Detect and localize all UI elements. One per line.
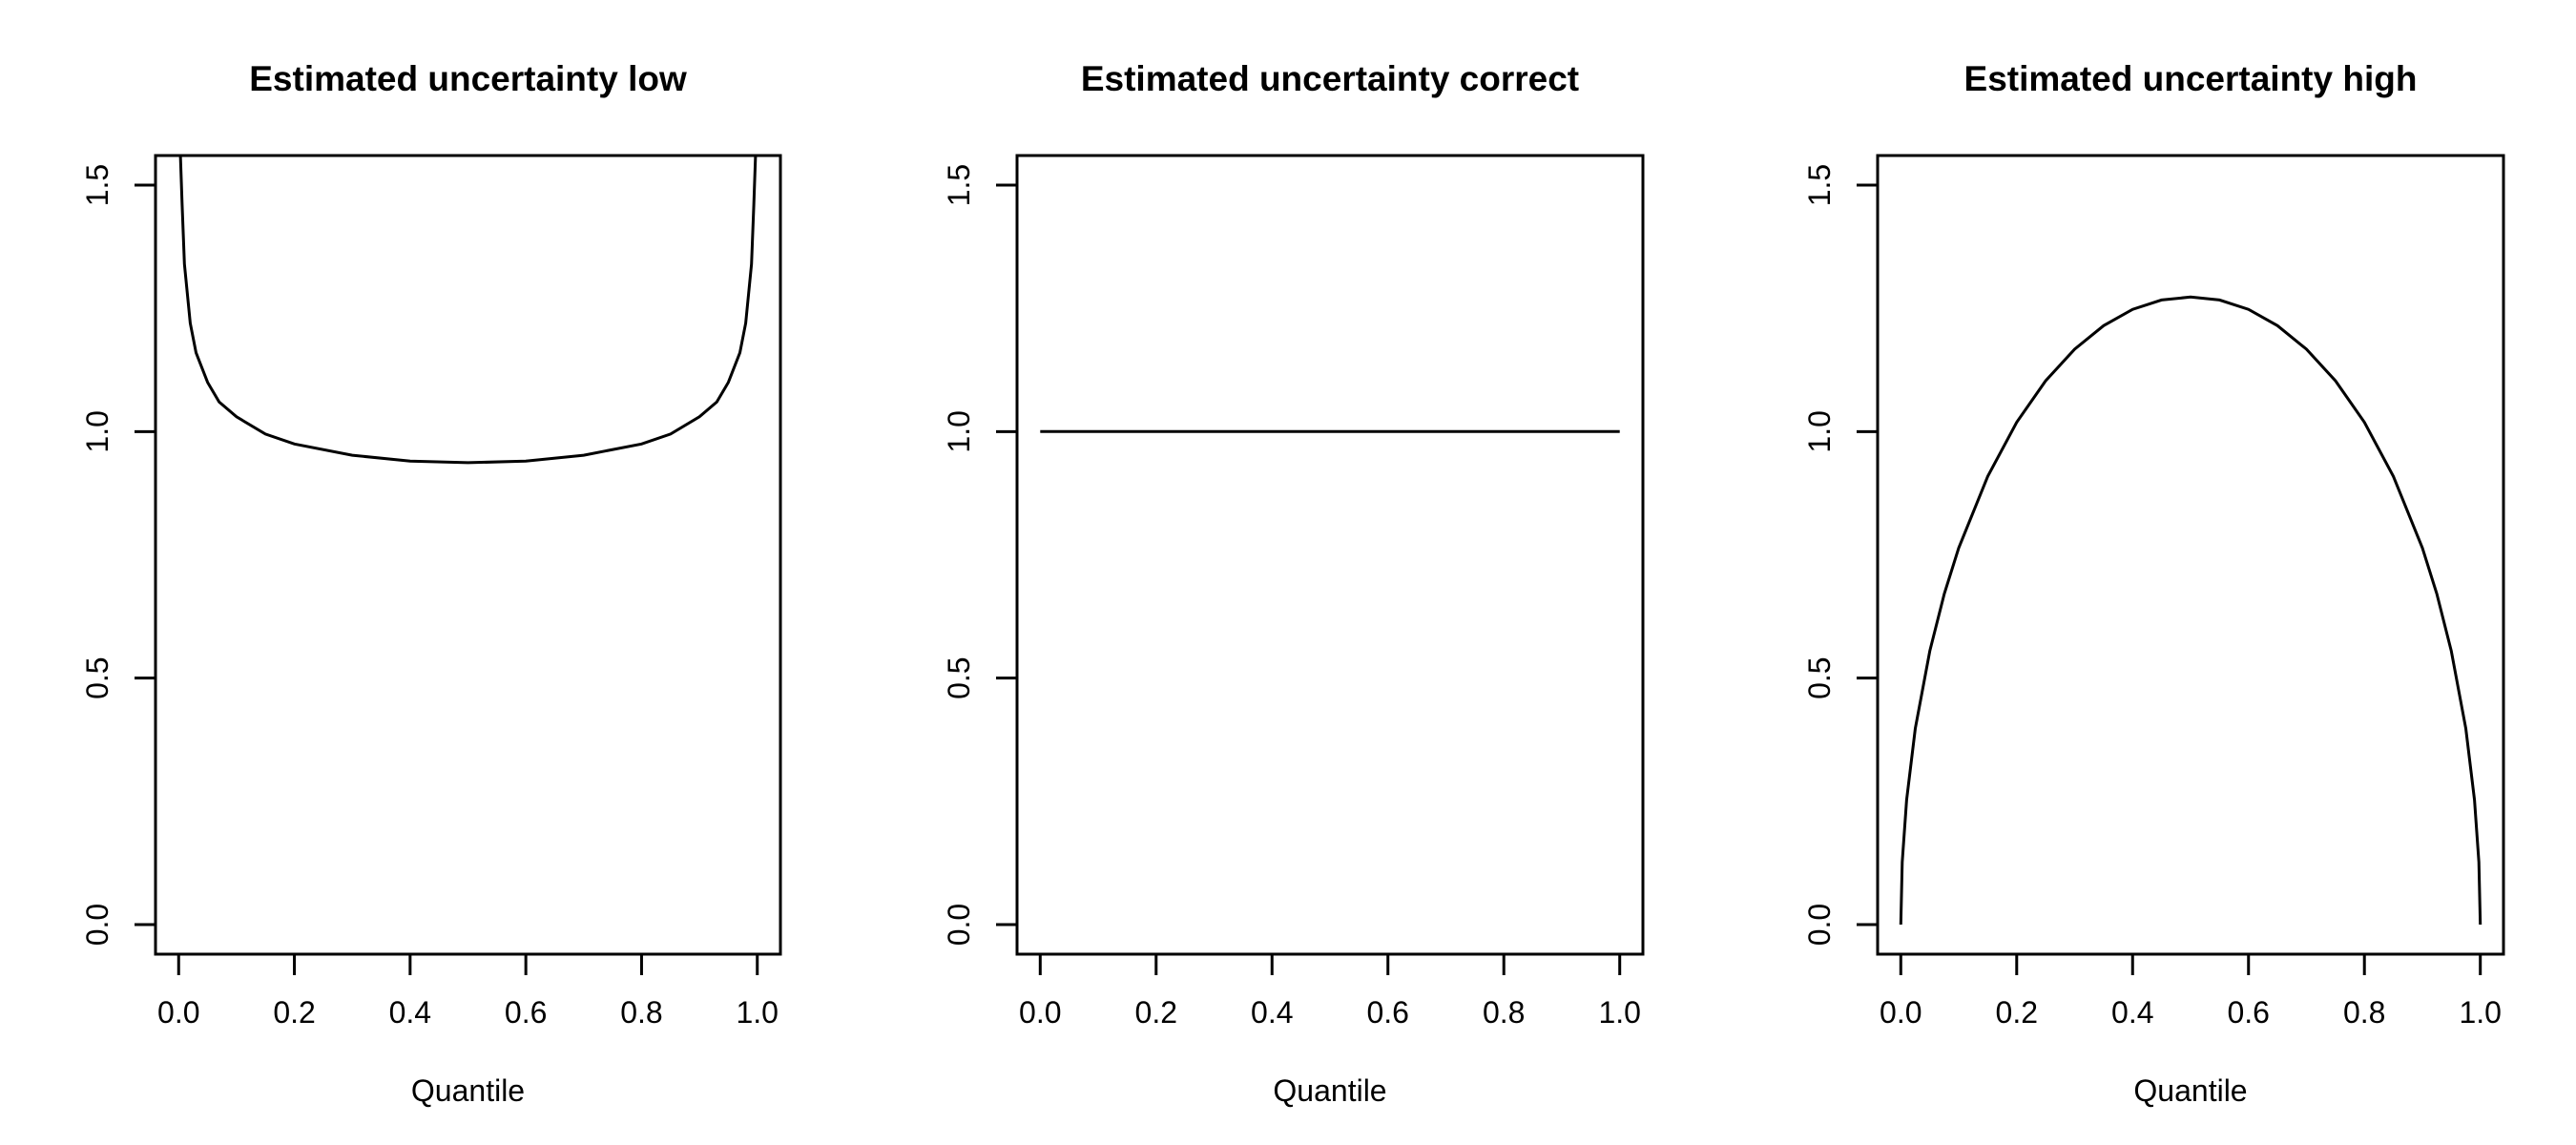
x-tick-label: 0.0 <box>1880 995 1922 1030</box>
x-tick-label: 0.0 <box>1019 995 1061 1030</box>
y-tick-label: 0.5 <box>1802 656 1837 698</box>
y-tick-label: 0.0 <box>80 904 114 946</box>
plot-frame <box>154 154 782 956</box>
x-axis-label: Quantile <box>411 1073 525 1108</box>
x-tick-label: 1.0 <box>1598 995 1640 1030</box>
chart-title: Estimated uncertainty high <box>1964 59 2418 98</box>
x-tick-label: 0.0 <box>157 995 199 1030</box>
y-tick-label: 1.5 <box>80 164 114 206</box>
chart-title: Estimated uncertainty low <box>249 59 687 98</box>
x-tick-label: 1.0 <box>736 995 778 1030</box>
y-tick-label: 1.0 <box>942 410 976 452</box>
x-axis-label: Quantile <box>2133 1073 2247 1108</box>
x-tick-label: 1.0 <box>2459 995 2501 1030</box>
x-tick-label: 0.4 <box>2111 995 2153 1030</box>
x-tick-label: 0.2 <box>273 995 315 1030</box>
y-tick-label: 0.5 <box>80 656 114 698</box>
x-tick-label: 0.2 <box>1135 995 1177 1030</box>
y-tick-label: 0.0 <box>942 904 976 946</box>
chart-panel-2: Estimated uncertainty correct 0.0 0.2 0.4 0.… <box>942 59 1645 1108</box>
chart-panel-3: Estimated uncertainty high 0.0 0.2 0.4 0.6 0.… <box>1802 59 2505 1108</box>
x-tick-label: 0.8 <box>620 995 662 1030</box>
x-tick-label: 0.4 <box>1251 995 1293 1030</box>
x-tick-label: 0.6 <box>505 995 547 1030</box>
plot-frame <box>1015 154 1645 956</box>
x-tick-label: 0.8 <box>2343 995 2385 1030</box>
chart-panel-1: Estimated uncertainty low 0.0 0.2 0.4 0.6 0.8… <box>80 59 782 1108</box>
x-tick-label: 0.8 <box>1483 995 1525 1030</box>
y-tick-label: 1.5 <box>942 164 976 206</box>
x-tick-label: 0.2 <box>1996 995 2038 1030</box>
x-tick-label: 0.6 <box>2227 995 2269 1030</box>
y-tick-label: 1.0 <box>80 410 114 452</box>
chart-title: Estimated uncertainty correct <box>1081 59 1579 98</box>
x-axis-label: Quantile <box>1273 1073 1386 1108</box>
series-line-1 <box>178 156 758 465</box>
y-tick-label: 1.0 <box>1802 410 1837 452</box>
plot-frame <box>1876 154 2505 956</box>
y-tick-label: 1.5 <box>1802 164 1837 206</box>
x-tick-label: 0.6 <box>1366 995 1408 1030</box>
y-tick-label: 0.5 <box>942 656 976 698</box>
x-tick-label: 0.4 <box>389 995 431 1030</box>
y-tick-label: 0.0 <box>1802 904 1837 946</box>
series-line-1 <box>1899 295 2483 926</box>
